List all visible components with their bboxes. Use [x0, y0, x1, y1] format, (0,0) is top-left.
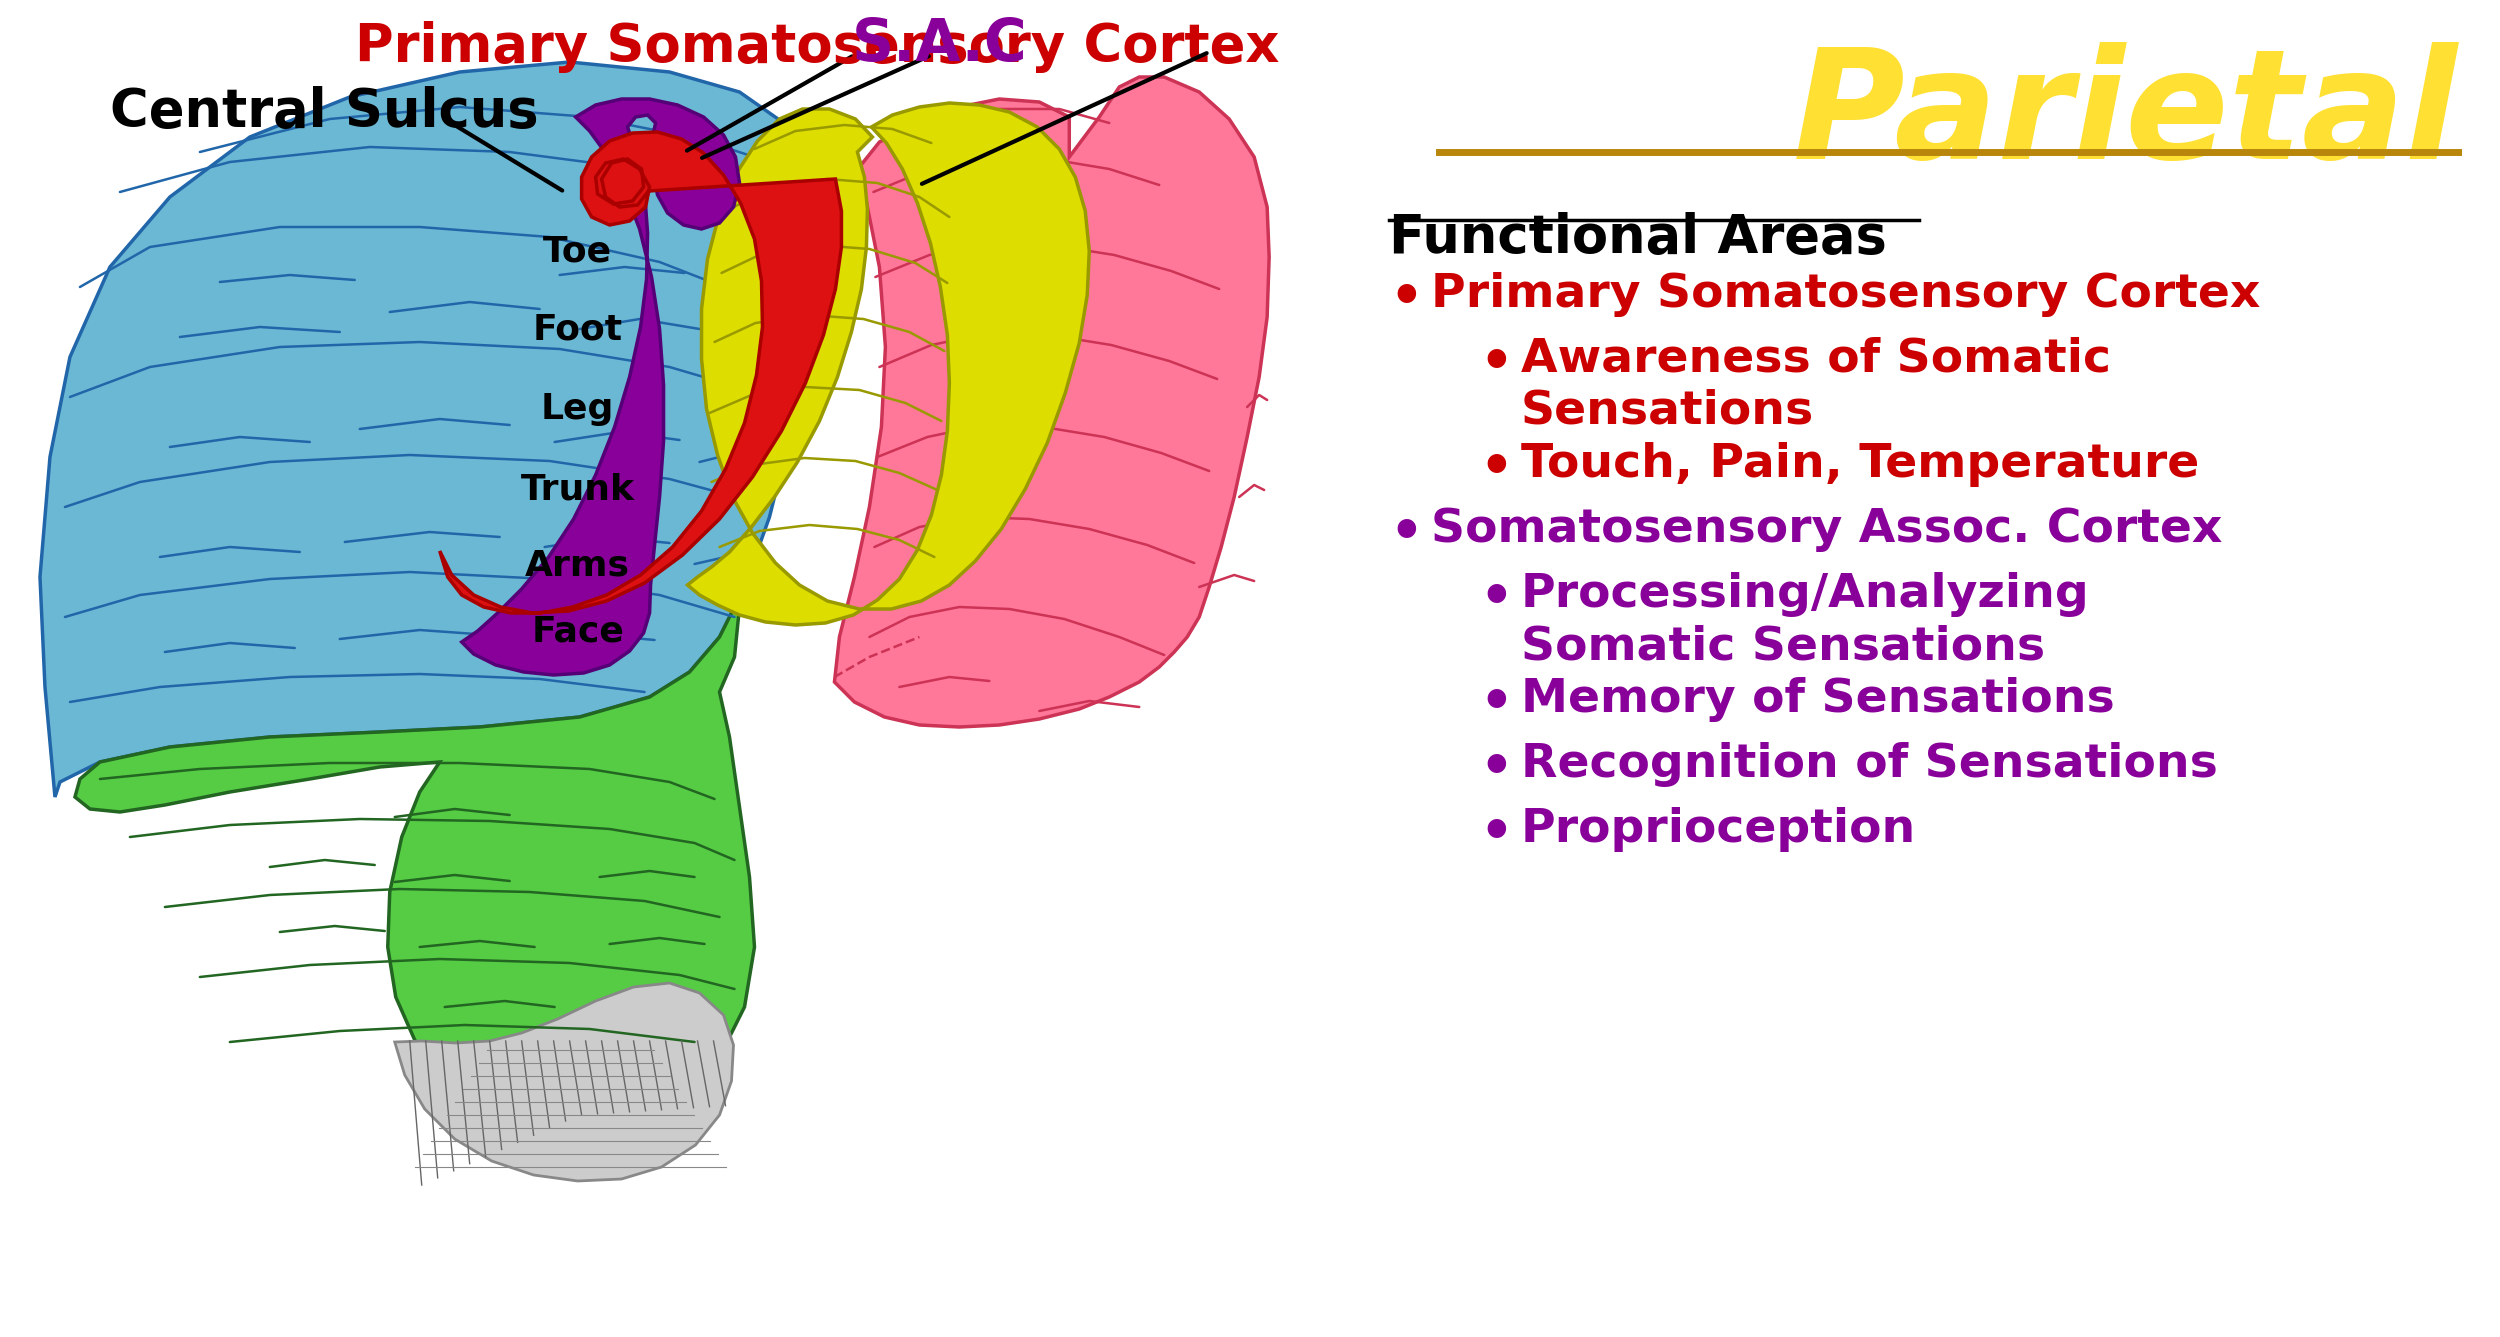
Text: Primary Somatosensory Cortex: Primary Somatosensory Cortex — [355, 21, 1280, 74]
Text: Leg: Leg — [540, 392, 615, 427]
Text: Processing/Analyzing
Somatic Sensations: Processing/Analyzing Somatic Sensations — [1520, 572, 2090, 668]
Text: S.A.C: S.A.C — [853, 16, 1028, 74]
Text: Primary Somatosensory Cortex: Primary Somatosensory Cortex — [1430, 271, 2260, 317]
Text: •: • — [1480, 808, 1512, 858]
Text: Arms: Arms — [525, 548, 630, 582]
Text: Awareness of Somatic
Sensations: Awareness of Somatic Sensations — [1520, 337, 2110, 435]
Text: Trunk: Trunk — [520, 472, 635, 505]
Polygon shape — [440, 132, 842, 612]
Text: Touch, Pain, Temperature: Touch, Pain, Temperature — [1520, 443, 2200, 487]
Text: •: • — [1480, 443, 1512, 493]
Text: •: • — [1480, 742, 1512, 794]
Text: Face: Face — [530, 614, 625, 648]
Polygon shape — [40, 62, 835, 797]
Polygon shape — [835, 78, 1270, 727]
Text: •: • — [1390, 507, 1422, 559]
Text: Central Sulcus: Central Sulcus — [110, 86, 538, 138]
Polygon shape — [688, 103, 1090, 624]
Text: Foot: Foot — [532, 312, 622, 346]
Text: •: • — [1480, 572, 1512, 624]
Polygon shape — [395, 983, 732, 1181]
Text: Proprioception: Proprioception — [1520, 808, 1915, 852]
Text: •: • — [1390, 271, 1422, 324]
Text: Memory of Sensations: Memory of Sensations — [1520, 677, 2115, 722]
Polygon shape — [462, 99, 740, 675]
Text: Somatosensory Assoc. Cortex: Somatosensory Assoc. Cortex — [1430, 507, 2222, 552]
Text: Functional Areas: Functional Areas — [1390, 213, 1888, 263]
Text: •: • — [1480, 677, 1512, 729]
Text: •: • — [1480, 337, 1512, 389]
Polygon shape — [75, 587, 755, 1127]
Text: Recognition of Sensations: Recognition of Sensations — [1520, 742, 2218, 787]
Text: Parietal: Parietal — [1792, 41, 2458, 191]
Text: Toe: Toe — [542, 234, 612, 267]
